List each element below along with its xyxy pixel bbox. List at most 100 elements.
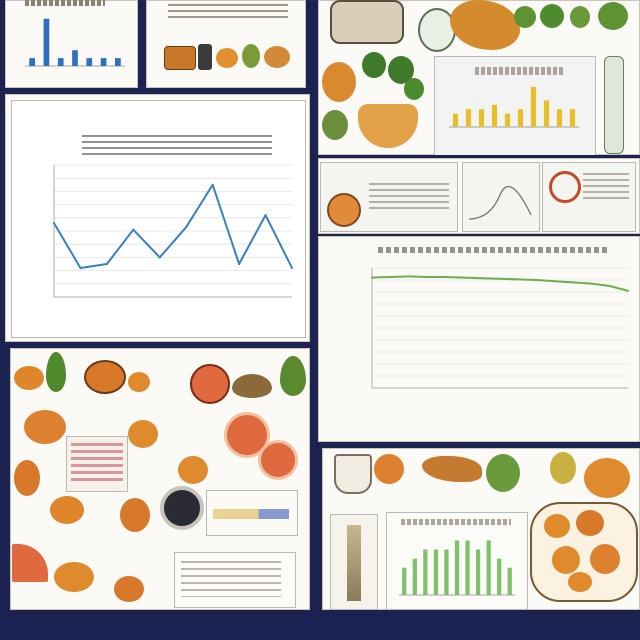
series-line-segment [572, 281, 593, 285]
collage-orange-fruit-1 [14, 366, 44, 390]
illustration-roots [330, 0, 404, 44]
bottom-right-cluster-fruit-2 [576, 510, 604, 536]
main-line-chart [53, 164, 293, 298]
data-point [211, 183, 214, 186]
decorative-green-title-scribble [378, 247, 608, 253]
decorative-heading-scribble [25, 0, 105, 6]
collage-orange-fruit-5 [128, 420, 158, 448]
small-bar-chart [25, 18, 125, 67]
panel-screen-row [318, 158, 640, 234]
data-point [79, 267, 82, 269]
series-line-segment [590, 282, 611, 287]
bar [100, 58, 107, 66]
screen-1-orange-circle [327, 193, 361, 227]
series-line-segment [105, 228, 135, 265]
data-point [407, 275, 410, 278]
bar [72, 50, 78, 66]
decorative-text-lines [168, 4, 288, 22]
bottom-right-tower-card [330, 514, 378, 610]
bar [478, 109, 485, 127]
collage-orange-fruit-2 [84, 360, 126, 394]
collage-orange-fruit-4 [24, 410, 66, 444]
bar [486, 540, 491, 595]
collage-note-card [174, 552, 296, 608]
panel-bottom-right-illustration [322, 448, 640, 610]
bar [402, 567, 407, 595]
screen-thumbnail-1 [320, 162, 458, 232]
data-point [264, 214, 267, 217]
screen-1-text-lines [369, 183, 449, 213]
decorative-fruit-strip [164, 42, 294, 72]
series-line-segment [79, 263, 108, 269]
collage-orange-fruit-6 [14, 460, 40, 496]
data-point [444, 276, 447, 278]
series-line-segment [444, 276, 465, 279]
bar [475, 549, 481, 595]
panel-small-bar-chart [5, 0, 138, 88]
data-point [499, 277, 501, 280]
bar [454, 540, 460, 595]
illustration-small-plant [322, 110, 348, 140]
collage-red-fruit [190, 364, 230, 404]
collage-bar-card-stripe [213, 509, 289, 519]
series-line-segment [238, 214, 267, 265]
data-point [389, 276, 392, 278]
bar [115, 58, 121, 66]
screen-3-text-lines [583, 173, 629, 203]
screen-thumbnail-3 [542, 162, 636, 232]
collage-dark-root [232, 374, 272, 398]
bar [491, 104, 498, 127]
illustration-orange-root [450, 0, 520, 50]
green-bar-chart-card [386, 512, 528, 610]
screen-thumbnail-2 [462, 162, 540, 232]
collage-orange-fruit-10 [54, 562, 94, 592]
illustration-green-fruit-3 [570, 6, 590, 28]
data-point [238, 263, 241, 265]
bar [29, 58, 35, 66]
collage-table-lines [71, 443, 123, 485]
illustration-green-leaves [362, 52, 386, 78]
data-point [185, 226, 188, 228]
data-point [627, 289, 629, 292]
data-point [291, 267, 293, 269]
footer-bar [0, 612, 640, 640]
bar [507, 567, 512, 595]
collage-green-plant [280, 356, 306, 396]
bottom-right-cluster-fruit-5 [568, 572, 592, 592]
collage-table-card [66, 436, 128, 492]
series-line-segment [407, 275, 428, 278]
bottom-right-orange-fruit [584, 458, 630, 498]
bottom-right-cluster-fruit-4 [590, 544, 620, 574]
data-point [132, 228, 135, 231]
series-line-segment [53, 222, 82, 269]
bar [504, 113, 511, 127]
data-point [553, 280, 556, 283]
data-point [517, 278, 520, 281]
collage-orange-fruit-3 [128, 372, 150, 392]
bottom-right-pear [550, 452, 576, 484]
bar [530, 87, 537, 127]
bottom-right-beaker [334, 454, 372, 494]
collage-green-stalks [46, 352, 66, 392]
illustration-green-leaves-3 [404, 78, 424, 100]
data-point [53, 222, 55, 224]
series-line-segment [553, 280, 575, 284]
main-line-chart-card [11, 100, 306, 338]
green-bar-chart [399, 540, 515, 596]
data-point [105, 263, 108, 265]
bottom-right-cluster-fruit-1 [544, 514, 570, 538]
panel-green-line-chart [318, 236, 640, 442]
data-point [480, 277, 483, 280]
bar [517, 109, 524, 127]
collage-bar-card [206, 490, 298, 536]
bar [465, 540, 470, 595]
bar [57, 58, 64, 66]
bar [465, 109, 472, 127]
panel-botanical-illustration [318, 0, 640, 155]
series-line-segment [158, 226, 188, 259]
data-point [462, 276, 465, 279]
collage-orange-fruit-7 [178, 456, 208, 484]
illustration-root-tubers [358, 104, 418, 148]
panel-text-fruit-strip [146, 0, 306, 88]
collage-orange-fruit-9 [120, 498, 150, 532]
